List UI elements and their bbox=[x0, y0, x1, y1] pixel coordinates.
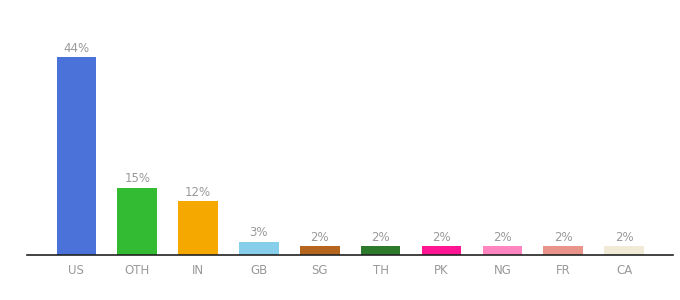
Text: 2%: 2% bbox=[311, 231, 329, 244]
Bar bbox=[422, 246, 461, 255]
Bar bbox=[56, 57, 96, 255]
Text: 2%: 2% bbox=[615, 231, 633, 244]
Text: 2%: 2% bbox=[493, 231, 511, 244]
Text: 2%: 2% bbox=[371, 231, 390, 244]
Bar bbox=[178, 201, 218, 255]
Text: 44%: 44% bbox=[63, 42, 89, 55]
Bar bbox=[361, 246, 401, 255]
Bar bbox=[239, 242, 279, 255]
Bar bbox=[118, 188, 157, 255]
Bar bbox=[543, 246, 583, 255]
Text: 2%: 2% bbox=[554, 231, 573, 244]
Text: 2%: 2% bbox=[432, 231, 451, 244]
Text: 12%: 12% bbox=[185, 186, 211, 199]
Bar bbox=[483, 246, 522, 255]
Bar bbox=[300, 246, 339, 255]
Text: 15%: 15% bbox=[124, 172, 150, 185]
Text: 3%: 3% bbox=[250, 226, 268, 239]
Bar bbox=[605, 246, 644, 255]
